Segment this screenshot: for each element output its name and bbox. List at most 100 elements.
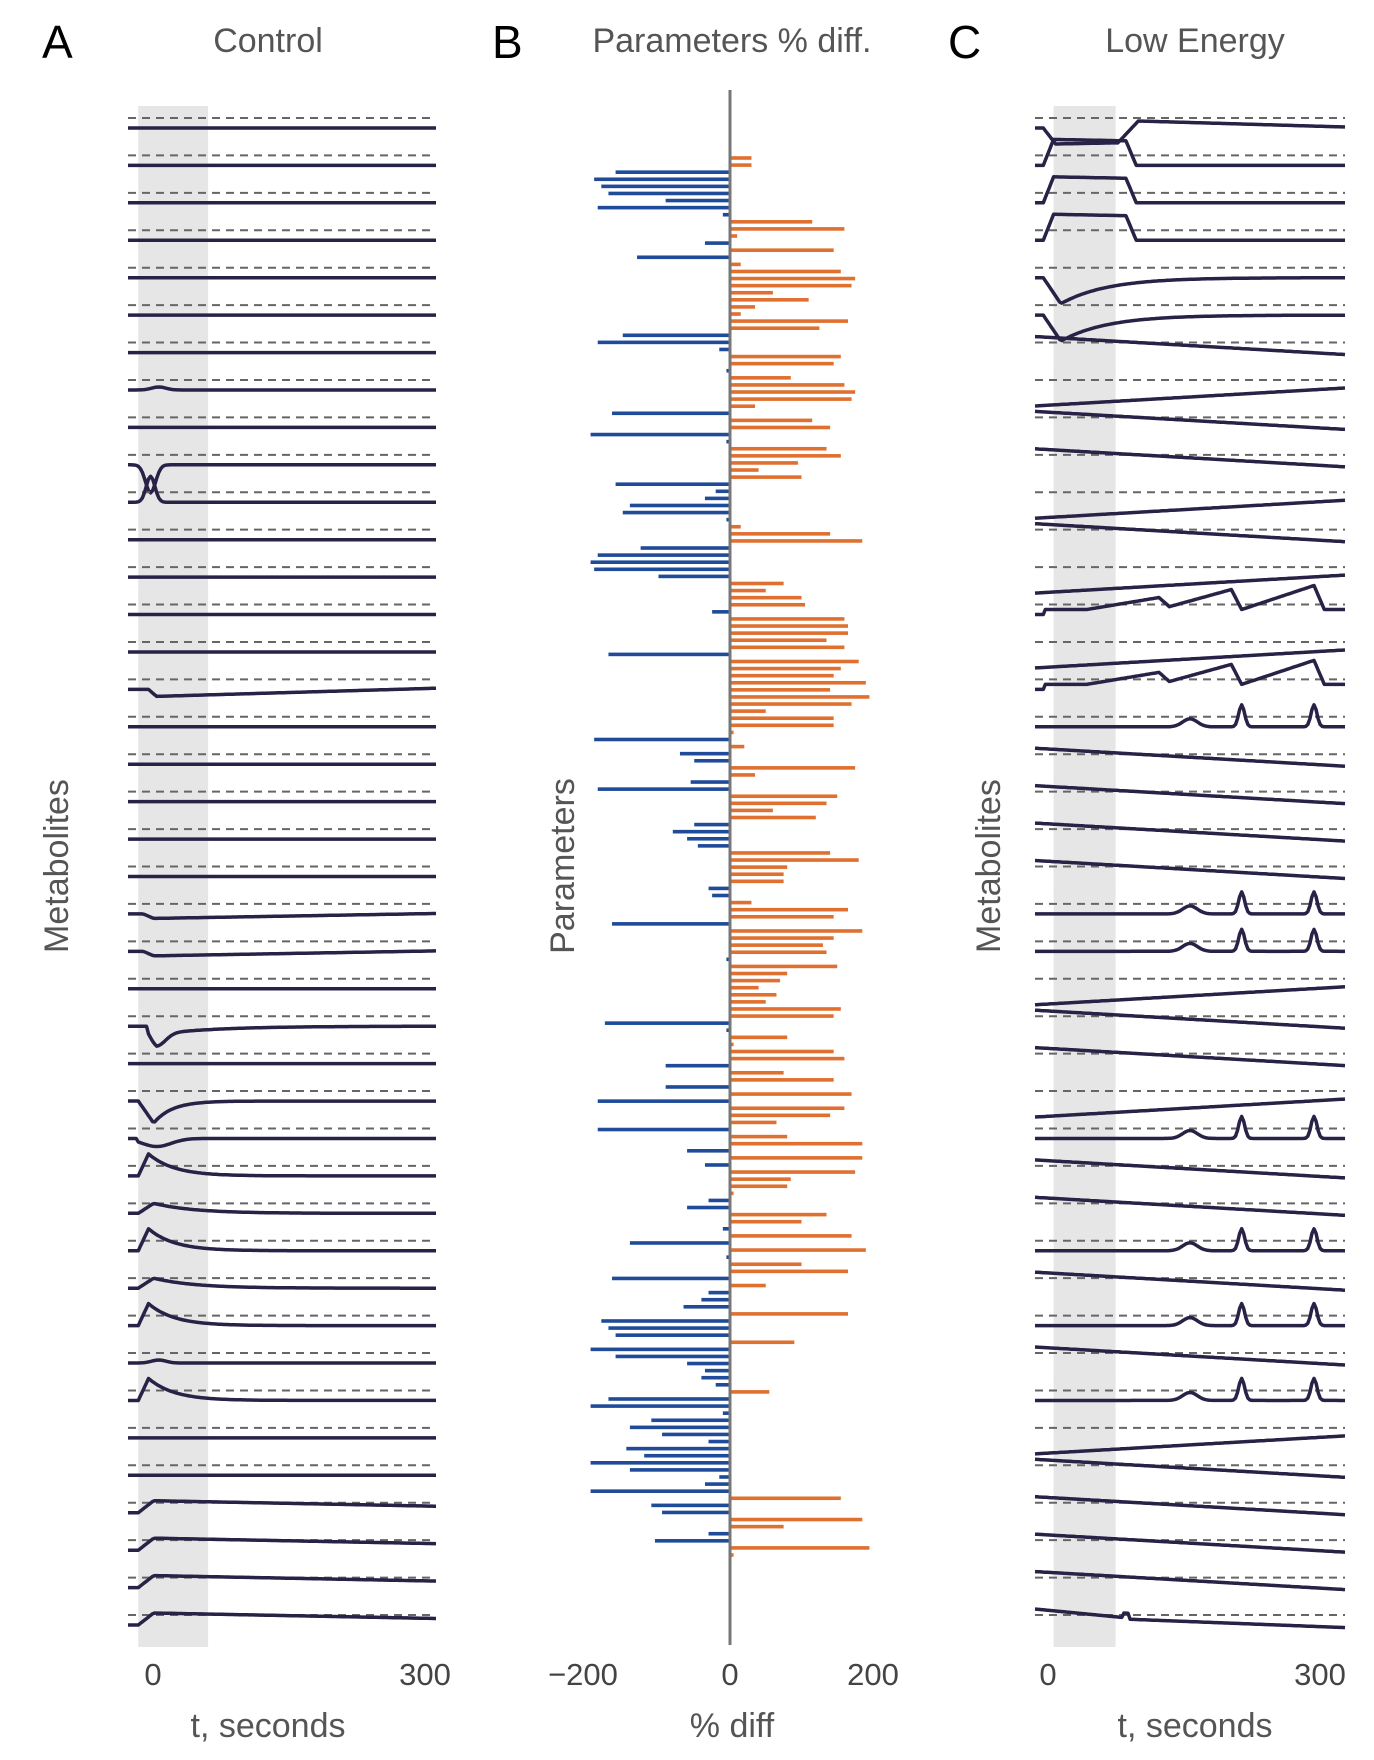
panel-b-bar — [604, 1021, 730, 1025]
panel-b-bar — [612, 411, 730, 416]
panel-c-trace-line — [1035, 175, 1345, 205]
panel-b-bar — [608, 191, 730, 196]
panel-b-bar — [730, 1106, 845, 1111]
panel-b-bar — [615, 1354, 730, 1359]
panel-b-bar — [687, 1148, 730, 1153]
panel-b-bar — [612, 922, 730, 926]
panel-b-title: Parameters % diff. — [592, 22, 871, 60]
panel-c-trace-line — [1034, 858, 1346, 881]
panel-b-bar — [730, 709, 766, 713]
panel-b-bar — [726, 368, 730, 373]
panel-c-trace-line — [1035, 1226, 1345, 1253]
panel-c-trace-line — [1034, 447, 1346, 469]
panel-a-trace-line — [128, 1152, 436, 1178]
panel-b-bar — [730, 978, 781, 983]
panel-b-bar — [658, 574, 730, 579]
panel-b-bar — [626, 1446, 730, 1451]
panel-b-bar — [730, 1056, 845, 1061]
panel-c-trace-line — [1034, 1345, 1346, 1367]
panel-b-bar — [590, 432, 730, 437]
panel-b-bar — [662, 1432, 730, 1437]
panel-b-bar — [730, 446, 827, 451]
panel-b-bar — [608, 1397, 730, 1401]
panel-b-bar — [730, 532, 831, 536]
panel-b-bar — [730, 425, 831, 430]
panel-c-shade-block — [1053, 517, 1116, 600]
panel-c-trace-line — [1034, 985, 1346, 1007]
panel-b-bar — [730, 617, 845, 621]
panel-c-trace-line — [1034, 334, 1346, 357]
panel-c-trace-line — [1034, 1607, 1346, 1630]
panel-b-bar — [590, 1404, 730, 1408]
panel-c-shade-block — [1053, 1191, 1116, 1273]
panel-c-trace-line — [1034, 1045, 1346, 1068]
panel-c-xtick-0: 0 — [1039, 1657, 1056, 1692]
panel-b-bar — [730, 914, 834, 919]
panel-c-trace-line — [1035, 137, 1345, 168]
panel-a-trace-line — [128, 1376, 436, 1403]
panel-b-bar — [640, 546, 730, 550]
panel-b-bar — [730, 248, 834, 252]
panel-b-bar — [730, 688, 831, 692]
panel-b-bar — [730, 638, 827, 643]
panel-b-bar — [730, 1156, 863, 1160]
panel-c-stimulus-shading — [1053, 106, 1116, 1647]
panel-b-bar — [704, 1482, 730, 1486]
panel-b-bar — [704, 496, 730, 501]
panel-b-bar — [730, 588, 766, 593]
panel-b-bar — [730, 1553, 734, 1557]
panel-b-bar — [730, 1042, 734, 1047]
panel-b-bar — [730, 1517, 863, 1522]
panel-a-shade-block — [138, 592, 209, 674]
panel-b-bar — [730, 1000, 766, 1004]
panel-b-bar — [730, 907, 848, 912]
panel-c-trace-line — [1034, 1158, 1346, 1180]
panel-b-bar — [730, 950, 827, 955]
panel-b-bar — [690, 780, 730, 784]
panel-b-bar — [730, 971, 788, 976]
panel-c-letter: C — [948, 16, 981, 68]
panel-b-bar — [712, 610, 730, 614]
panel-a-letter: A — [42, 16, 73, 68]
panel-a-trace-line — [128, 686, 437, 699]
panel-b-bar — [730, 305, 756, 309]
panel-b-bar — [730, 390, 856, 394]
panel-b-bar — [730, 808, 773, 813]
panel-b-bar — [651, 1418, 730, 1423]
panel-b-bar — [730, 985, 759, 990]
panel-b-bar — [615, 482, 730, 487]
panel-b-bars — [590, 156, 870, 1557]
panel-b-bar — [730, 163, 752, 167]
panel-b-bar — [730, 595, 802, 600]
panel-b-bar — [730, 1312, 848, 1316]
panel-b-bar — [704, 1163, 730, 1167]
panel-c-trace-line — [1035, 313, 1345, 343]
panel-b-bar — [730, 539, 863, 543]
panel-a-trace-line — [128, 1099, 436, 1124]
panel-a-title: Control — [213, 22, 323, 60]
panel-b-bar — [730, 695, 870, 699]
panel-a-trace-line — [128, 1611, 436, 1627]
panel-b-bar — [608, 652, 730, 657]
panel-b-bar — [730, 900, 752, 905]
panel-b-bar — [730, 1219, 802, 1224]
panel-b-bar — [730, 992, 777, 997]
panel-b-bar — [730, 298, 809, 302]
panel-b-bar — [730, 524, 741, 529]
panel-b-bar — [590, 1347, 730, 1352]
panel-c-trace-line — [1034, 573, 1346, 595]
panel-b-bar — [730, 1546, 870, 1550]
panel-b-bar — [730, 475, 802, 479]
panel-b-xtick-200: 200 — [847, 1657, 899, 1692]
panel-c-trace-line — [1034, 1434, 1346, 1456]
panel-b-bar — [730, 397, 852, 401]
panel-b-bar — [730, 716, 834, 721]
panel-b-bar — [612, 1276, 730, 1281]
panel-b-bar — [679, 751, 730, 756]
panel-b-bar — [730, 404, 756, 408]
panel-b-bar — [730, 730, 734, 735]
panel-c: C Low Energy 0 300 t, seconds Metabolite… — [948, 16, 1346, 1745]
panel-b-bar — [730, 766, 856, 770]
panel-b-bar — [704, 241, 730, 245]
